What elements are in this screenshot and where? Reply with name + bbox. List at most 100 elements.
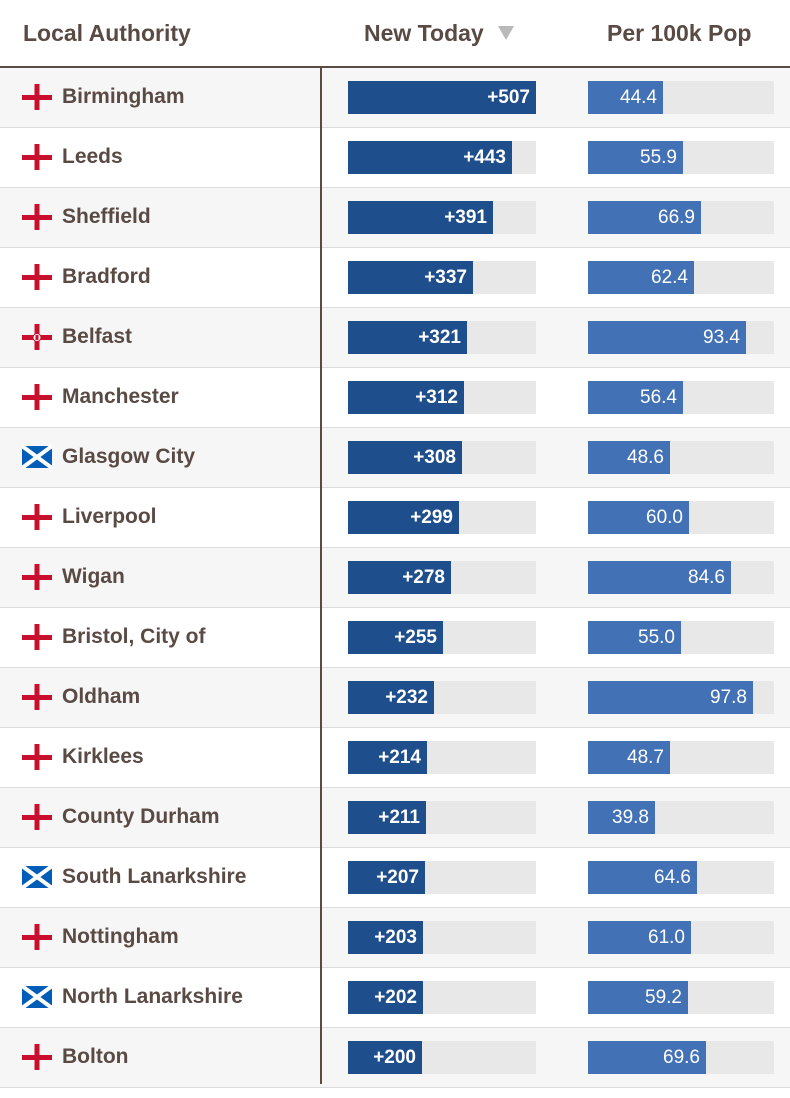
per-100k-track: 48.7 bbox=[588, 741, 774, 774]
local-authority-name: South Lanarkshire bbox=[62, 865, 247, 888]
local-authority-name: Manchester bbox=[62, 385, 179, 408]
per-100k-bar: 93.4 bbox=[588, 321, 746, 354]
per-100k-track: 55.9 bbox=[588, 141, 774, 174]
per-100k-track: 55.0 bbox=[588, 621, 774, 654]
england-flag-icon bbox=[22, 744, 52, 770]
table-row: Sheffield +391 66.9 bbox=[0, 188, 790, 248]
per-100k-value: 48.6 bbox=[627, 447, 664, 468]
new-today-value: +507 bbox=[487, 87, 530, 108]
per-100k-track: 66.9 bbox=[588, 201, 774, 234]
new-today-bar: +312 bbox=[348, 381, 464, 414]
new-today-track: +255 bbox=[348, 621, 536, 654]
england-flag-icon bbox=[22, 564, 52, 590]
column-header-new-today[interactable]: New Today bbox=[364, 20, 514, 47]
new-today-track: +232 bbox=[348, 681, 536, 714]
new-today-bar: +214 bbox=[348, 741, 427, 774]
local-authority-name: Leeds bbox=[62, 145, 123, 168]
local-authority-name: County Durham bbox=[62, 805, 220, 828]
column-divider bbox=[320, 66, 322, 1084]
column-header-new-today-label[interactable]: New Today bbox=[364, 20, 484, 46]
england-flag-icon bbox=[22, 144, 52, 170]
column-header-per-100k[interactable]: Per 100k Pop bbox=[607, 20, 752, 46]
per-100k-track: 97.8 bbox=[588, 681, 774, 714]
new-today-bar: +391 bbox=[348, 201, 493, 234]
new-today-track: +337 bbox=[348, 261, 536, 294]
new-today-value: +299 bbox=[410, 507, 453, 528]
new-today-value: +211 bbox=[378, 807, 420, 828]
per-100k-bar: 97.8 bbox=[588, 681, 753, 714]
table-body: Birmingham +507 44.4 Leeds +443 55.9 Sheffield… bbox=[0, 68, 790, 1088]
local-authority-name: Birmingham bbox=[62, 85, 185, 108]
per-100k-value: 48.7 bbox=[627, 747, 664, 768]
per-100k-bar: 66.9 bbox=[588, 201, 701, 234]
england-flag-icon bbox=[22, 924, 52, 950]
per-100k-bar: 62.4 bbox=[588, 261, 694, 294]
new-today-bar: +308 bbox=[348, 441, 462, 474]
per-100k-value: 62.4 bbox=[651, 267, 688, 288]
per-100k-bar: 55.9 bbox=[588, 141, 683, 174]
column-header-local-authority[interactable]: Local Authority bbox=[23, 20, 191, 46]
scotland-flag-icon bbox=[20, 444, 54, 470]
per-100k-track: 60.0 bbox=[588, 501, 774, 534]
new-today-value: +443 bbox=[463, 147, 506, 168]
new-today-track: +278 bbox=[348, 561, 536, 594]
new-today-value: +321 bbox=[418, 327, 461, 348]
table-row: Kirklees +214 48.7 bbox=[0, 728, 790, 788]
table-row: South Lanarkshire +207 64.6 bbox=[0, 848, 790, 908]
england-flag-icon bbox=[22, 624, 52, 650]
per-100k-track: 59.2 bbox=[588, 981, 774, 1014]
scotland-flag-icon bbox=[20, 864, 54, 890]
new-today-track: +203 bbox=[348, 921, 536, 954]
per-100k-bar: 55.0 bbox=[588, 621, 681, 654]
per-100k-value: 60.0 bbox=[646, 507, 683, 528]
table-row: Leeds +443 55.9 bbox=[0, 128, 790, 188]
new-today-track: +507 bbox=[348, 81, 536, 114]
local-authority-name: Bradford bbox=[62, 265, 151, 288]
new-today-bar: +278 bbox=[348, 561, 451, 594]
new-today-value: +232 bbox=[385, 687, 428, 708]
per-100k-bar: 48.7 bbox=[588, 741, 670, 774]
per-100k-value: 55.0 bbox=[638, 627, 675, 648]
table-row: Glasgow City +308 48.6 bbox=[0, 428, 790, 488]
local-authority-name: Oldham bbox=[62, 685, 141, 708]
new-today-bar: +299 bbox=[348, 501, 459, 534]
local-authority-name: Nottingham bbox=[62, 925, 179, 948]
new-today-value: +278 bbox=[402, 567, 445, 588]
per-100k-track: 48.6 bbox=[588, 441, 774, 474]
new-today-value: +200 bbox=[373, 1047, 416, 1068]
per-100k-value: 55.9 bbox=[640, 147, 677, 168]
local-authority-name: Belfast bbox=[62, 325, 133, 348]
per-100k-value: 44.4 bbox=[620, 87, 657, 108]
local-authority-name: Sheffield bbox=[62, 205, 151, 228]
new-today-bar: +232 bbox=[348, 681, 434, 714]
new-today-track: +391 bbox=[348, 201, 536, 234]
per-100k-value: 64.6 bbox=[654, 867, 691, 888]
new-today-track: +312 bbox=[348, 381, 536, 414]
per-100k-bar: 84.6 bbox=[588, 561, 731, 594]
table-row: North Lanarkshire +202 59.2 bbox=[0, 968, 790, 1028]
table-row: County Durham +211 39.8 bbox=[0, 788, 790, 848]
table-row: Wigan +278 84.6 bbox=[0, 548, 790, 608]
per-100k-value: 93.4 bbox=[703, 327, 740, 348]
new-today-bar: +443 bbox=[348, 141, 512, 174]
local-authority-name: Glasgow City bbox=[62, 445, 196, 468]
per-100k-value: 59.2 bbox=[645, 987, 682, 1008]
sort-descending-icon[interactable] bbox=[497, 25, 514, 40]
new-today-track: +202 bbox=[348, 981, 536, 1014]
table-row: Bristol, City of +255 55.0 bbox=[0, 608, 790, 668]
local-authority-name: North Lanarkshire bbox=[62, 985, 243, 1008]
new-today-track: +200 bbox=[348, 1041, 536, 1074]
new-today-bar: +337 bbox=[348, 261, 473, 294]
local-authority-name: Bolton bbox=[62, 1045, 129, 1068]
per-100k-bar: 64.6 bbox=[588, 861, 697, 894]
per-100k-value: 66.9 bbox=[658, 207, 695, 228]
new-today-track: +211 bbox=[348, 801, 536, 834]
england-flag-icon bbox=[22, 204, 52, 230]
new-today-bar: +321 bbox=[348, 321, 467, 354]
new-today-bar: +203 bbox=[348, 921, 423, 954]
per-100k-track: 62.4 bbox=[588, 261, 774, 294]
england-flag-icon bbox=[22, 804, 52, 830]
per-100k-track: 93.4 bbox=[588, 321, 774, 354]
per-100k-bar: 59.2 bbox=[588, 981, 688, 1014]
